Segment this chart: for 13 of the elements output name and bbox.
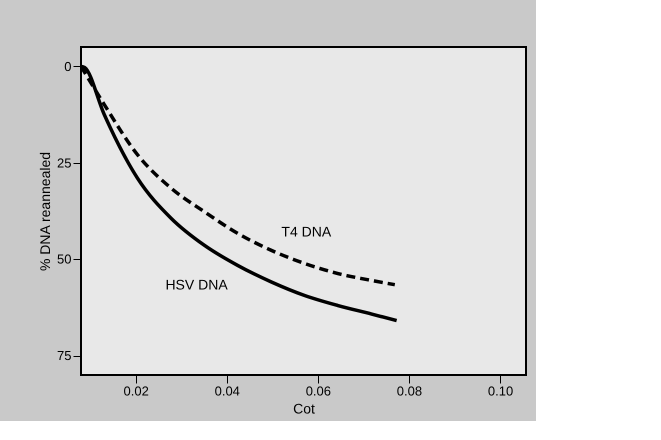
series-label: T4 DNA xyxy=(281,223,332,240)
x-tick-label: 0.06 xyxy=(306,384,332,398)
x-axis-title: Cot xyxy=(293,400,315,416)
y-tick-label: 0 xyxy=(64,58,72,74)
x-tick-label: 0.10 xyxy=(488,384,514,398)
y-tick-label: 50 xyxy=(57,252,72,267)
series-label: HSV DNA xyxy=(165,276,228,292)
y-tick-label: 25 xyxy=(57,155,72,170)
y-tick-label: 75 xyxy=(57,348,72,364)
x-tick-label: 0.08 xyxy=(396,384,422,398)
y-axis-title: % DNA reannealed xyxy=(37,152,54,272)
x-tick-label: 0.04 xyxy=(214,384,240,398)
x-tick-label: 0.02 xyxy=(124,384,149,398)
